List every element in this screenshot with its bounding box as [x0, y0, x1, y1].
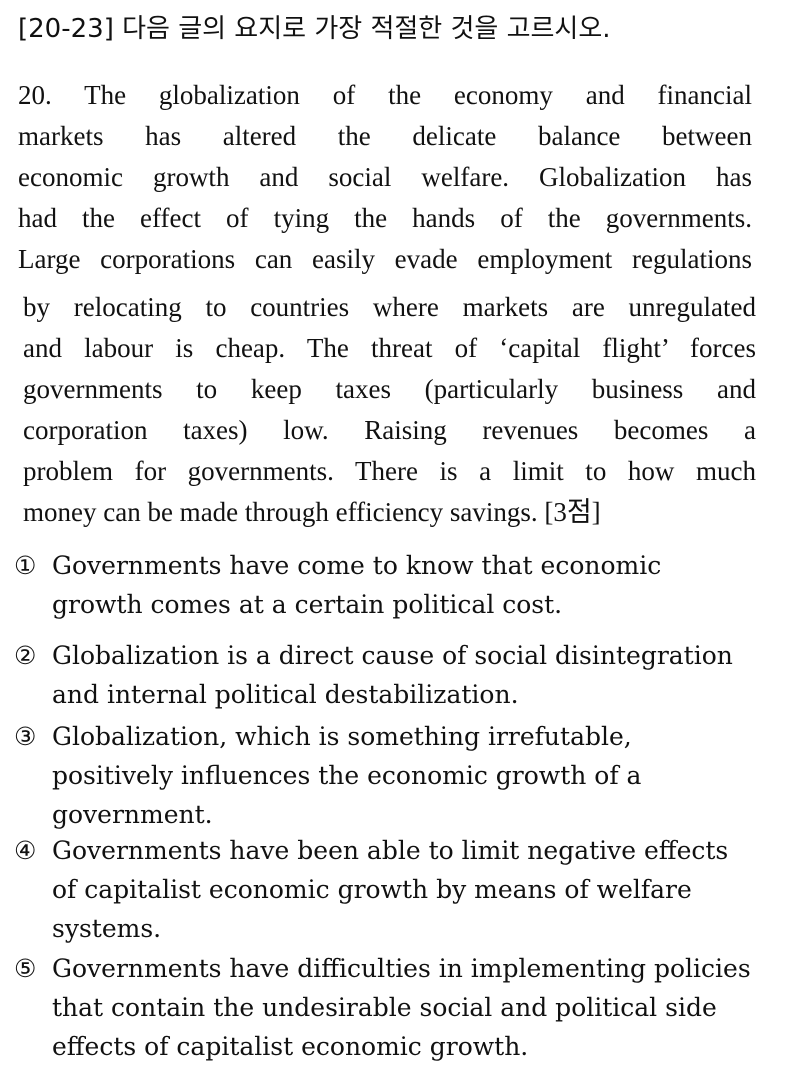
passage-line: economic growth and social welfare. Glob… [18, 162, 752, 192]
question-instruction: [20-23] 다음 글의 요지로 가장 적절한 것을 고르시오. [18, 14, 611, 44]
answer-choice-3[interactable]: ③ Globalization, which is something irre… [14, 717, 774, 834]
choice-text: Globalization, which is something irrefu… [52, 717, 774, 834]
choice-number: ⑤ [14, 954, 37, 983]
choice-line: of capitalist economic growth by means o… [52, 875, 692, 904]
passage-line: money can be made through efficiency sav… [23, 497, 601, 527]
choice-line: effects of capitalist economic growth. [52, 1032, 529, 1061]
choice-text: Governments have difficulties in impleme… [52, 949, 774, 1066]
choice-number: ② [14, 641, 37, 670]
passage-line: 20. The globalization of the economy and… [18, 80, 752, 110]
answer-choice-1[interactable]: ① Governments have come to know that eco… [14, 546, 774, 624]
choice-line: positively influences the economic growt… [52, 761, 642, 790]
passage-line: Large corporations can easily evade empl… [18, 244, 752, 274]
choice-line: systems. [52, 914, 162, 943]
passage-line: had the effect of tying the hands of the… [18, 203, 752, 233]
passage-block-2: by relocating to countries where markets… [23, 287, 756, 533]
passage-line: markets has altered the delicate balance… [18, 121, 752, 151]
choice-line: Governments have come to know that econo… [52, 551, 662, 580]
answer-choice-4[interactable]: ④ Governments have been able to limit ne… [14, 831, 774, 948]
choice-number: ① [14, 551, 37, 580]
choice-line: Governments have been able to limit nega… [52, 836, 729, 865]
choice-line: Globalization is a direct cause of socia… [52, 641, 733, 670]
answer-choice-2[interactable]: ② Globalization is a direct cause of soc… [14, 636, 774, 714]
choice-number: ③ [14, 722, 37, 751]
passage-line: and labour is cheap. The threat of ‘capi… [23, 333, 756, 363]
choice-line: Governments have difficulties in impleme… [52, 954, 751, 983]
choice-line: that contain the undesirable social and … [52, 993, 717, 1022]
choice-line: and internal political destabilization. [52, 680, 519, 709]
choice-text: Governments have come to know that econo… [52, 546, 774, 624]
passage-line: problem for governments. There is a limi… [23, 456, 756, 486]
choice-number: ④ [14, 836, 37, 865]
passage-line: corporation taxes) low. Raising revenues… [23, 415, 756, 445]
choice-line: growth comes at a certain political cost… [52, 590, 563, 619]
choice-line: Globalization, which is something irrefu… [52, 722, 632, 751]
passage-line: governments to keep taxes (particularly … [23, 374, 756, 404]
choice-text: Governments have been able to limit nega… [52, 831, 774, 948]
choice-line: government. [52, 800, 213, 829]
passage-line: by relocating to countries where markets… [23, 292, 756, 322]
choice-text: Globalization is a direct cause of socia… [52, 636, 774, 714]
answer-choice-5[interactable]: ⑤ Governments have difficulties in imple… [14, 949, 774, 1066]
passage-block-1: 20. The globalization of the economy and… [18, 75, 752, 280]
